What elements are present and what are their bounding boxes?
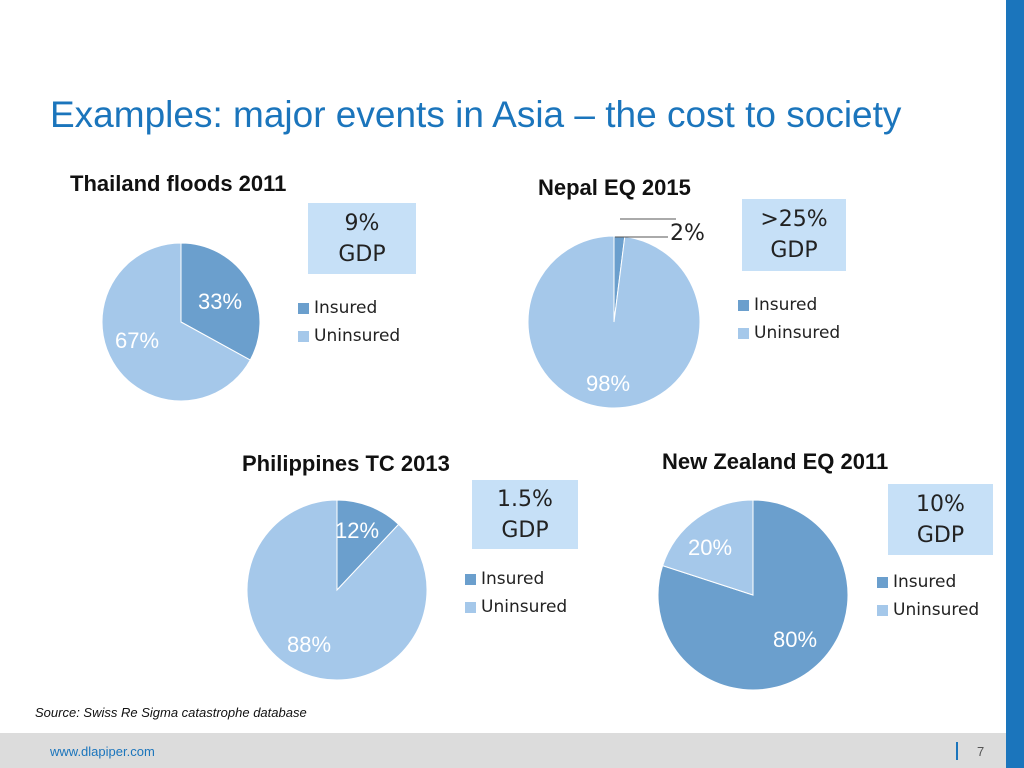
legend-swatch-uninsured bbox=[877, 604, 888, 616]
page-number: 7 bbox=[977, 744, 985, 759]
chart-title-new-zealand: New Zealand EQ 2011 bbox=[662, 449, 889, 474]
pie-slice-new-zealand-uninsured bbox=[662, 499, 754, 596]
chart-title-nepal: Nepal EQ 2015 bbox=[538, 175, 691, 200]
legend-item-uninsured: Uninsured bbox=[298, 322, 400, 350]
pie-slice-nepal-uninsured bbox=[527, 235, 701, 409]
legend-label-insured: Insured bbox=[893, 572, 957, 592]
chart-title-philippines: Philippines TC 2013 bbox=[242, 451, 450, 476]
gdp-value-philippines: 1.5% bbox=[497, 486, 553, 512]
legend-item-insured: Insured bbox=[877, 568, 979, 596]
legend-thailand: Insured Uninsured bbox=[298, 294, 400, 350]
legend-label-uninsured: Uninsured bbox=[754, 323, 841, 343]
legend-label-uninsured: Uninsured bbox=[893, 600, 980, 620]
pie-chart-philippines: 12% 88% bbox=[246, 499, 428, 681]
legend-swatch-insured bbox=[738, 299, 749, 311]
gdp-value-nepal: >25% bbox=[760, 207, 828, 232]
legend-item-uninsured: Uninsured bbox=[877, 596, 979, 624]
legend-label-uninsured: Uninsured bbox=[481, 597, 568, 617]
gdp-unit-thailand: GDP bbox=[338, 241, 386, 267]
chart-title-thailand: Thailand floods 2011 bbox=[70, 171, 287, 196]
gdp-box-philippines: 1.5% GDP bbox=[472, 480, 578, 549]
source-note: Source: Swiss Re Sigma catastrophe datab… bbox=[35, 705, 307, 720]
legend-item-uninsured: Uninsured bbox=[465, 593, 567, 621]
pie-chart-new-zealand: 80% 20% bbox=[657, 499, 849, 691]
legend-swatch-insured bbox=[298, 302, 309, 314]
legend-swatch-uninsured bbox=[738, 327, 749, 339]
gdp-box-thailand: 9% GDP bbox=[308, 203, 416, 274]
pie-slice-thailand-insured bbox=[180, 242, 261, 361]
legend-item-insured: Insured bbox=[298, 294, 400, 322]
gdp-box-new-zealand: 10% GDP bbox=[888, 484, 993, 555]
legend-new-zealand: Insured Uninsured bbox=[877, 568, 979, 624]
pie-chart-thailand: 33% 67% bbox=[101, 242, 261, 402]
data-label-nepal-uninsured: 98% bbox=[586, 371, 630, 396]
gdp-box-nepal: >25% GDP bbox=[742, 199, 846, 271]
right-accent-bar bbox=[1006, 0, 1024, 768]
legend-philippines: Insured Uninsured bbox=[465, 565, 567, 621]
gdp-unit-philippines: GDP bbox=[501, 517, 549, 543]
legend-swatch-insured bbox=[877, 576, 888, 588]
legend-label-uninsured: Uninsured bbox=[314, 326, 401, 346]
gdp-value-new-zealand: 10% bbox=[916, 491, 965, 517]
legend-item-insured: Insured bbox=[738, 291, 840, 319]
pie-chart-nepal: 2% 98% bbox=[527, 218, 705, 409]
pie-slice-philippines-uninsured bbox=[246, 499, 428, 681]
legend-item-insured: Insured bbox=[465, 565, 567, 593]
data-label-thailand-uninsured: 67% bbox=[115, 328, 159, 353]
legend-item-uninsured: Uninsured bbox=[738, 319, 840, 347]
footer: www.dlapiper.com 7 bbox=[0, 733, 1006, 768]
gdp-unit-nepal: GDP bbox=[770, 238, 818, 263]
data-label-philippines-uninsured: 88% bbox=[287, 632, 331, 657]
data-label-thailand-insured: 33% bbox=[198, 289, 242, 314]
footer-url-link[interactable]: www.dlapiper.com bbox=[50, 744, 155, 759]
pie-slice-philippines-insured bbox=[336, 499, 400, 592]
gdp-unit-new-zealand: GDP bbox=[916, 522, 965, 548]
data-label-new-zealand-insured: 80% bbox=[773, 627, 817, 652]
legend-label-insured: Insured bbox=[481, 569, 545, 589]
legend-swatch-uninsured bbox=[298, 330, 309, 342]
footer-divider bbox=[956, 742, 958, 760]
data-label-nepal-insured: 2% bbox=[670, 221, 705, 246]
legend-label-insured: Insured bbox=[754, 295, 818, 315]
gdp-value-thailand: 9% bbox=[344, 210, 380, 236]
data-label-new-zealand-uninsured: 20% bbox=[688, 535, 732, 560]
legend-swatch-uninsured bbox=[465, 601, 476, 613]
legend-nepal: Insured Uninsured bbox=[738, 291, 840, 347]
pie-slice-thailand-uninsured bbox=[101, 242, 251, 402]
legend-label-insured: Insured bbox=[314, 298, 378, 318]
data-label-philippines-insured: 12% bbox=[335, 518, 379, 543]
legend-swatch-insured bbox=[465, 573, 476, 585]
slide-title: Examples: major events in Asia – the cos… bbox=[50, 94, 902, 135]
